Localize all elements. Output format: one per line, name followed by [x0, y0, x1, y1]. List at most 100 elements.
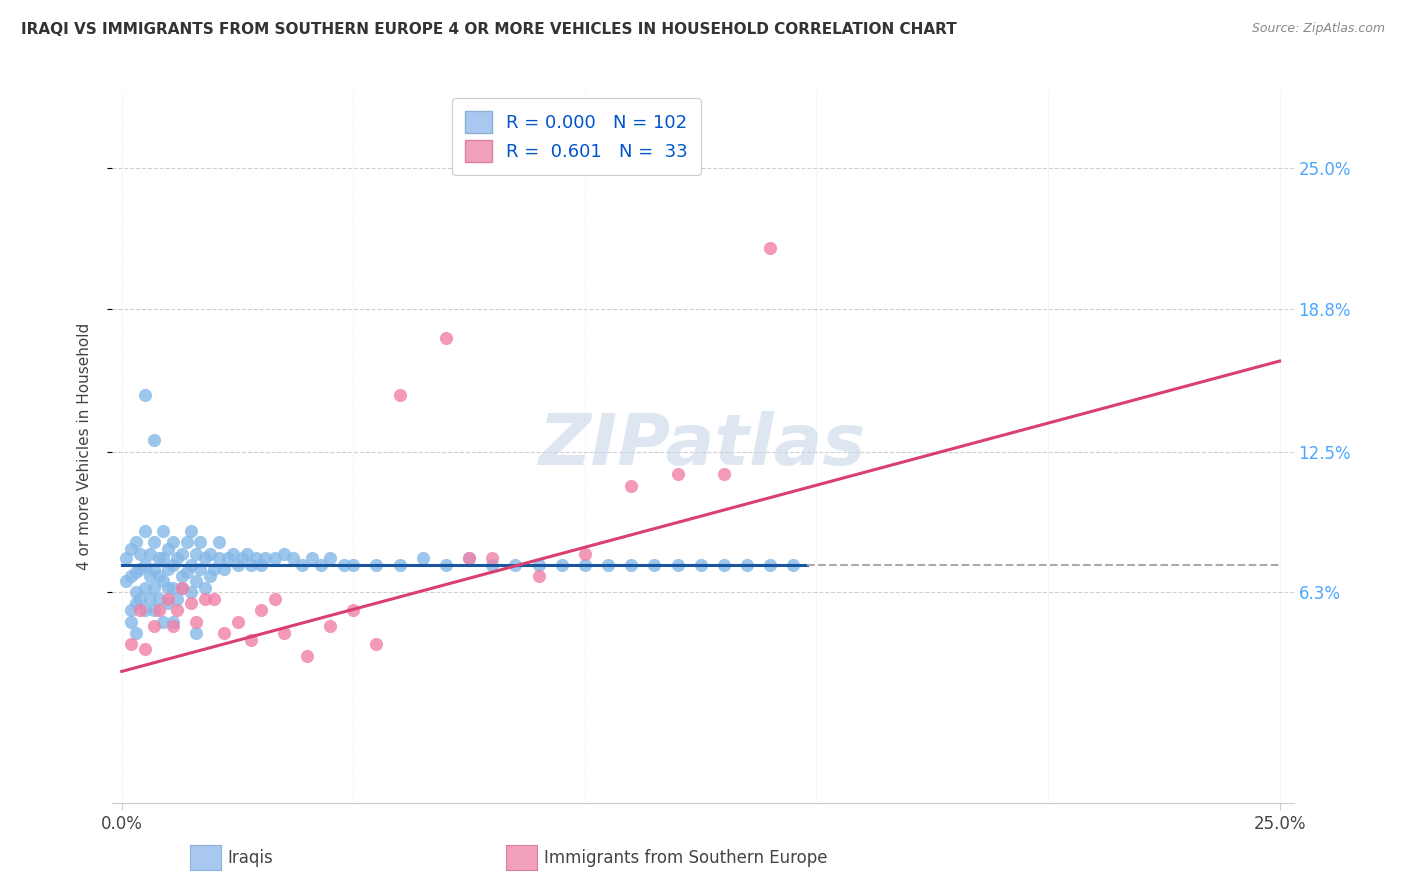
- Point: [342, 558, 364, 572]
- Point: [759, 241, 782, 255]
- Point: [194, 551, 217, 566]
- Point: [759, 558, 782, 572]
- Point: [138, 569, 160, 583]
- Point: [180, 585, 202, 599]
- Point: [620, 478, 643, 492]
- Point: [180, 558, 202, 572]
- Point: [198, 569, 221, 583]
- Point: [157, 542, 180, 557]
- Point: [735, 558, 758, 572]
- Point: [249, 558, 271, 572]
- Point: [366, 637, 388, 651]
- Point: [152, 615, 174, 629]
- Point: [148, 569, 170, 583]
- Point: [281, 551, 304, 566]
- Point: [481, 551, 503, 566]
- Point: [198, 547, 221, 561]
- Point: [481, 558, 503, 572]
- Point: [434, 331, 457, 345]
- Point: [412, 551, 434, 566]
- Point: [170, 581, 193, 595]
- Point: [120, 542, 142, 557]
- Point: [226, 558, 249, 572]
- Point: [170, 547, 193, 561]
- Point: [190, 562, 212, 576]
- Point: [458, 551, 481, 566]
- Point: [620, 558, 643, 572]
- Point: [124, 565, 146, 579]
- Point: [115, 574, 138, 588]
- Point: [194, 591, 217, 606]
- Point: [152, 574, 174, 588]
- Point: [689, 558, 711, 572]
- Point: [157, 591, 180, 606]
- Point: [180, 524, 202, 538]
- Point: [458, 551, 481, 566]
- Point: [202, 591, 225, 606]
- Point: [782, 558, 804, 572]
- Point: [527, 569, 550, 583]
- Point: [713, 558, 735, 572]
- Point: [162, 558, 184, 572]
- Point: [176, 565, 198, 579]
- Point: [319, 619, 342, 633]
- Point: [301, 551, 323, 566]
- Point: [184, 547, 207, 561]
- Point: [134, 603, 156, 617]
- Text: ZIPatlas: ZIPatlas: [540, 411, 866, 481]
- Point: [162, 535, 184, 549]
- Point: [434, 558, 457, 572]
- Point: [143, 434, 166, 448]
- Point: [162, 619, 184, 633]
- Point: [138, 591, 160, 606]
- Point: [245, 551, 267, 566]
- Point: [333, 558, 356, 572]
- Point: [129, 562, 152, 576]
- Point: [134, 388, 156, 402]
- Point: [388, 558, 411, 572]
- Point: [134, 641, 156, 656]
- Point: [527, 558, 550, 572]
- Point: [120, 637, 142, 651]
- Point: [166, 603, 188, 617]
- Point: [184, 574, 207, 588]
- Legend: R = 0.000   N = 102, R =  0.601   N =  33: R = 0.000 N = 102, R = 0.601 N = 33: [453, 98, 700, 175]
- Point: [143, 619, 166, 633]
- Point: [129, 547, 152, 561]
- Point: [342, 603, 364, 617]
- Text: Iraqis: Iraqis: [228, 849, 274, 867]
- Point: [129, 603, 152, 617]
- Point: [319, 551, 342, 566]
- Point: [124, 626, 146, 640]
- Point: [138, 547, 160, 561]
- Point: [291, 558, 314, 572]
- Text: Source: ZipAtlas.com: Source: ZipAtlas.com: [1251, 22, 1385, 36]
- Point: [180, 597, 202, 611]
- Point: [208, 551, 231, 566]
- Point: [666, 558, 689, 572]
- Point: [231, 551, 253, 566]
- Point: [366, 558, 388, 572]
- Point: [134, 558, 156, 572]
- Point: [212, 562, 235, 576]
- Point: [236, 547, 259, 561]
- Point: [505, 558, 527, 572]
- Point: [157, 597, 180, 611]
- Point: [148, 551, 170, 566]
- Point: [170, 581, 193, 595]
- Point: [194, 581, 217, 595]
- Point: [157, 581, 180, 595]
- Point: [643, 558, 665, 572]
- Point: [120, 569, 142, 583]
- Point: [120, 615, 142, 629]
- Point: [202, 562, 225, 576]
- Point: [574, 547, 596, 561]
- Point: [190, 535, 212, 549]
- Point: [124, 597, 146, 611]
- Point: [162, 581, 184, 595]
- Point: [309, 558, 332, 572]
- Point: [273, 626, 295, 640]
- Point: [134, 524, 156, 538]
- Point: [166, 591, 188, 606]
- Point: [124, 535, 146, 549]
